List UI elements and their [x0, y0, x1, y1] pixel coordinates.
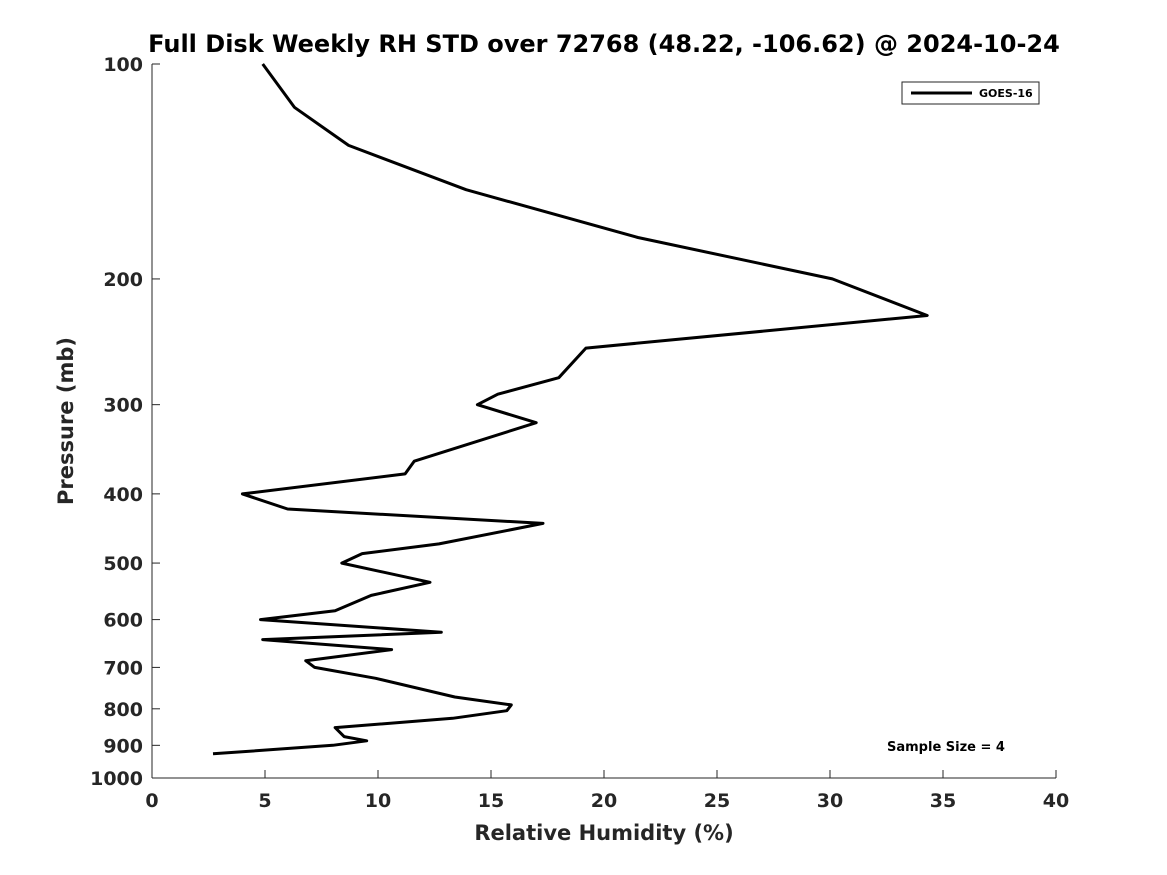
x-axis-ticks: 0 5 10 15 20 25 30 35 40 — [145, 770, 1069, 812]
y-tick-label: 500 — [103, 553, 143, 575]
x-tick-label: 15 — [478, 790, 504, 812]
x-tick-label: 35 — [930, 790, 956, 812]
x-tick-label: 25 — [704, 790, 730, 812]
x-tick-label: 5 — [258, 790, 271, 812]
x-axis-label: Relative Humidity (%) — [474, 821, 733, 845]
sample-size-annotation: Sample Size = 4 — [887, 740, 1005, 755]
y-tick-label: 900 — [103, 735, 143, 757]
y-tick-label: 400 — [103, 484, 143, 506]
x-tick-label: 40 — [1043, 790, 1069, 812]
y-tick-label: 1000 — [90, 768, 143, 790]
y-tick-label: 200 — [103, 269, 143, 291]
y-tick-label: 800 — [103, 699, 143, 721]
legend: GOES-16 — [901, 81, 1040, 105]
y-tick-label: 100 — [103, 54, 143, 76]
legend-label-goes-16: GOES-16 — [979, 87, 1033, 100]
y-tick-label: 700 — [103, 657, 143, 679]
x-tick-label: 20 — [591, 790, 617, 812]
plot-frame — [151, 64, 1056, 779]
y-axis-ticks: 100 200 300 400 500 600 700 800 900 1000 — [90, 54, 160, 790]
y-tick-label: 600 — [103, 610, 143, 632]
x-tick-label: 30 — [817, 790, 843, 812]
y-axis-label: Pressure (mb) — [54, 337, 78, 505]
y-tick-label: 300 — [103, 395, 143, 417]
x-tick-label: 0 — [145, 790, 158, 812]
series-layer — [212, 63, 929, 756]
series-line-goes-16 — [212, 63, 929, 756]
x-tick-label: 10 — [365, 790, 391, 812]
chart-title: Full Disk Weekly RH STD over 72768 (48.2… — [148, 30, 1060, 58]
